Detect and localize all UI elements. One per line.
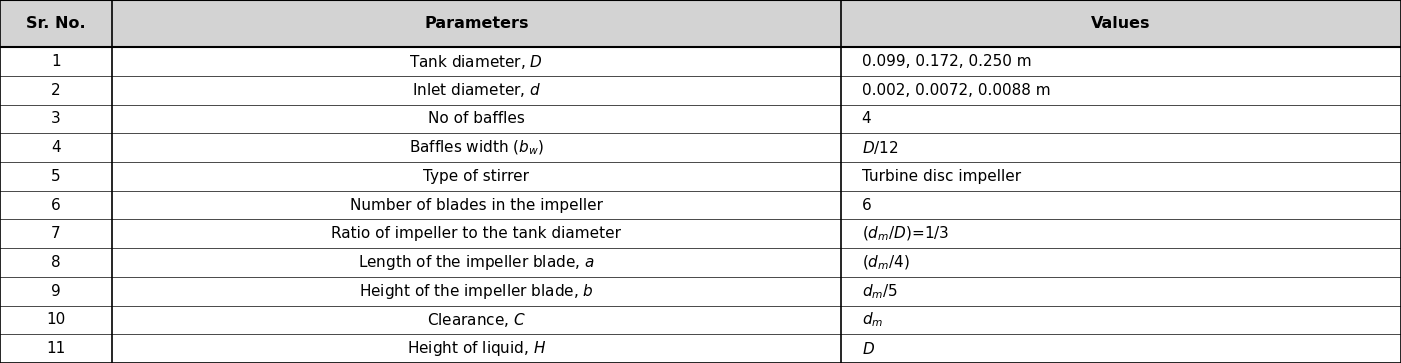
Text: Height of liquid, $H$: Height of liquid, $H$ [406, 339, 546, 358]
Text: 6: 6 [862, 197, 871, 213]
FancyBboxPatch shape [0, 0, 1401, 47]
Text: $d_m$: $d_m$ [862, 311, 883, 329]
Text: 8: 8 [52, 255, 60, 270]
Text: No of baffles: No of baffles [427, 111, 525, 126]
Text: Sr. No.: Sr. No. [27, 16, 85, 31]
Text: $D$/12: $D$/12 [862, 139, 898, 156]
Text: Parameters: Parameters [425, 16, 528, 31]
Text: 4: 4 [862, 111, 871, 126]
Text: 9: 9 [52, 284, 60, 299]
Text: Tank diameter, $D$: Tank diameter, $D$ [409, 53, 544, 70]
Text: Height of the impeller blade, $b$: Height of the impeller blade, $b$ [359, 282, 594, 301]
Text: 10: 10 [46, 313, 66, 327]
Text: ($d_m$/$D$)=1/3: ($d_m$/$D$)=1/3 [862, 225, 948, 243]
Text: 1: 1 [52, 54, 60, 69]
Text: Length of the impeller blade, $a$: Length of the impeller blade, $a$ [359, 253, 594, 272]
Text: 0.099, 0.172, 0.250 m: 0.099, 0.172, 0.250 m [862, 54, 1031, 69]
Text: Clearance, $C$: Clearance, $C$ [427, 311, 525, 329]
Text: Values: Values [1091, 16, 1150, 31]
Text: Inlet diameter, $d$: Inlet diameter, $d$ [412, 81, 541, 99]
Text: Number of blades in the impeller: Number of blades in the impeller [350, 197, 602, 213]
Text: 7: 7 [52, 226, 60, 241]
Text: 3: 3 [52, 111, 60, 126]
Text: 6: 6 [52, 197, 60, 213]
Text: Baffles width ($b_w$): Baffles width ($b_w$) [409, 138, 544, 157]
Text: 5: 5 [52, 169, 60, 184]
Text: $D$: $D$ [862, 340, 874, 356]
Text: Turbine disc impeller: Turbine disc impeller [862, 169, 1021, 184]
Text: $d_m$/5: $d_m$/5 [862, 282, 898, 301]
Text: ($d_m$/4): ($d_m$/4) [862, 253, 909, 272]
Text: 2: 2 [52, 83, 60, 98]
Text: 11: 11 [46, 341, 66, 356]
Text: 4: 4 [52, 140, 60, 155]
Text: 0.002, 0.0072, 0.0088 m: 0.002, 0.0072, 0.0088 m [862, 83, 1051, 98]
Text: Ratio of impeller to the tank diameter: Ratio of impeller to the tank diameter [332, 226, 621, 241]
Text: Type of stirrer: Type of stirrer [423, 169, 530, 184]
